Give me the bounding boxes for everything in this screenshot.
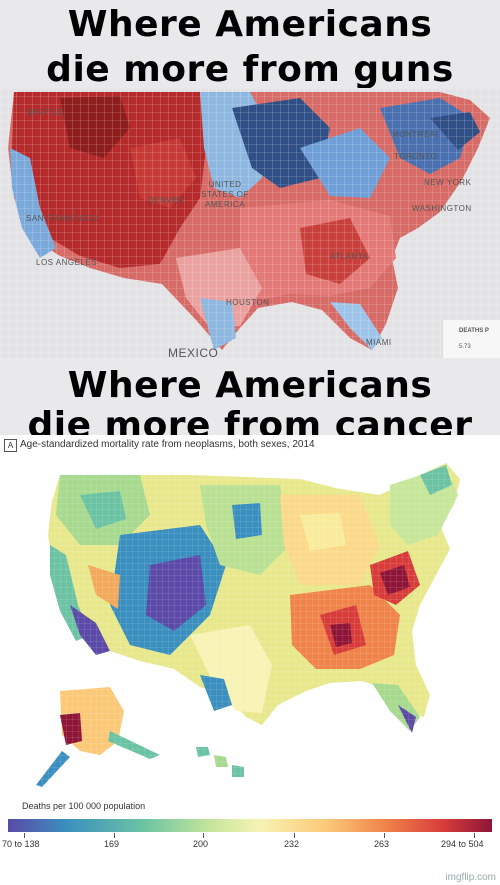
legend-tick-3 [203, 833, 204, 838]
gun-label-washington: WASHINGTON [412, 204, 472, 213]
gun-deaths-panel: Where Americans die more from guns [0, 0, 500, 446]
bottom-caption-line-1: Where Americans [67, 365, 433, 406]
top-caption: Where Americans die more from guns [0, 2, 500, 92]
legend-label-4: 232 [284, 839, 300, 849]
gun-label-houston: HOUSTON [226, 298, 270, 307]
cancer-map-svg [0, 455, 500, 805]
gun-label-atlanta: ATLANTA [330, 252, 369, 261]
cancer-legend-colorbar [8, 819, 492, 832]
gun-label-denver: DENVER [148, 196, 185, 205]
cancer-map-title: Age-standardized mortality rate from neo… [20, 439, 315, 450]
legend-tick-4 [294, 833, 295, 838]
top-caption-line-1: Where Americans [67, 4, 433, 45]
legend-label-6: 294 to 504 [441, 839, 484, 849]
gun-label-toronto: TORONTO [394, 152, 438, 161]
legend-label-2: 169 [104, 839, 120, 849]
gun-label-miami: MIAMI [366, 338, 392, 347]
legend-label-1: 70 to 138 [2, 839, 40, 849]
gun-label-montreal: MONTREAL [392, 130, 441, 139]
gun-map-legend: DEATHS P 5.73 [442, 320, 500, 358]
gun-label-seattle: SEATTLE [26, 108, 65, 117]
gun-deaths-map: SEATTLE MONTREAL TORONTO UNITED STATES O… [0, 88, 500, 360]
bottom-caption: Where Americans die more from cancer [0, 366, 500, 446]
gun-label-new-york: NEW YORK [424, 178, 472, 187]
legend-label-5: 263 [374, 839, 390, 849]
legend-label-3: 200 [193, 839, 209, 849]
gun-map-svg [0, 88, 500, 358]
top-caption-line-2: die more from guns [46, 49, 454, 90]
panel-letter: A [4, 439, 17, 452]
legend-tick-1 [24, 833, 25, 838]
cancer-legend-title: Deaths per 100 000 population [22, 801, 146, 811]
legend-tick-5 [384, 833, 385, 838]
cancer-deaths-panel: A Age-standardized mortality rate from n… [0, 435, 500, 885]
gun-label-san-francisco: SAN FRANCISCO [26, 214, 99, 223]
gun-legend-value: 5.73 [459, 344, 471, 350]
imgflip-watermark: imgflip.com [445, 872, 496, 883]
legend-tick-2 [114, 833, 115, 838]
gun-label-mexico: MEXICO [168, 346, 219, 360]
legend-tick-6 [474, 833, 475, 838]
gun-legend-title: DEATHS P [459, 328, 489, 334]
cancer-mortality-map [0, 455, 500, 805]
gun-label-los-angeles: LOS ANGELES [36, 258, 98, 267]
gun-label-usa: UNITED STATES OF AMERICA [201, 180, 249, 209]
